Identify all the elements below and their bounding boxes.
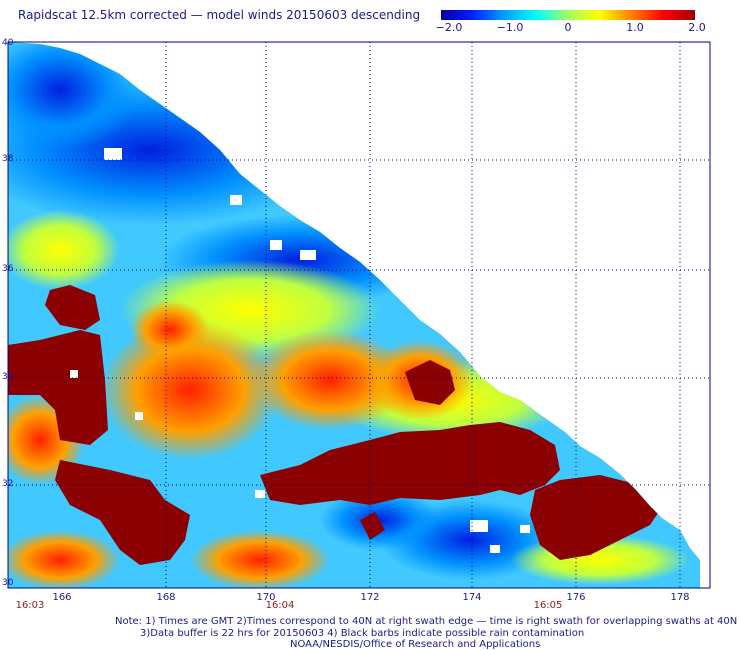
note-line-2: 3)Data buffer is 22 hrs for 20150603 4) … — [140, 628, 585, 639]
colorbar-label-zero: 0 — [564, 21, 572, 34]
colorbar-label-max: 2.0 — [688, 21, 706, 34]
lat-tick-30: 30 — [2, 578, 14, 588]
colorbar-label-pos1: 1.0 — [626, 21, 644, 34]
lat-tick-36: 36 — [2, 264, 14, 274]
lat-tick-32: 32 — [2, 479, 14, 489]
missing-data-pixels — [70, 148, 530, 553]
map-title: Rapidscat 12.5km corrected — model winds… — [18, 8, 421, 22]
time-label-1603: 16:03 — [15, 600, 45, 611]
lon-tick-174: 174 — [462, 592, 482, 603]
lat-tick-38: 38 — [2, 154, 14, 164]
lon-tick-172: 172 — [360, 592, 380, 603]
time-label-1605: 16:05 — [533, 600, 563, 611]
note-line-1: Note: 1) Times are GMT 2)Times correspon… — [115, 616, 738, 627]
colorbar-label-min: −2.0 — [435, 21, 463, 34]
map-frame — [7, 41, 711, 589]
lon-tick-178: 178 — [670, 592, 690, 603]
grid-lines — [8, 42, 710, 588]
lon-tick-170: 170 — [256, 592, 276, 603]
note-credit: NOAA/NESDIS/Office of Research and Appli… — [290, 639, 541, 650]
lon-tick-166: 166 — [52, 592, 72, 603]
colorbar — [441, 10, 695, 20]
lat-tick-40: 40 — [2, 38, 14, 48]
lat-tick-34: 34 — [2, 372, 14, 382]
time-label-1604: 16:04 — [265, 600, 295, 611]
lon-tick-176: 176 — [566, 592, 586, 603]
max-difference-areas — [8, 285, 660, 565]
colorbar-label-neg1: −1.0 — [496, 21, 524, 34]
lon-tick-168: 168 — [156, 592, 176, 603]
